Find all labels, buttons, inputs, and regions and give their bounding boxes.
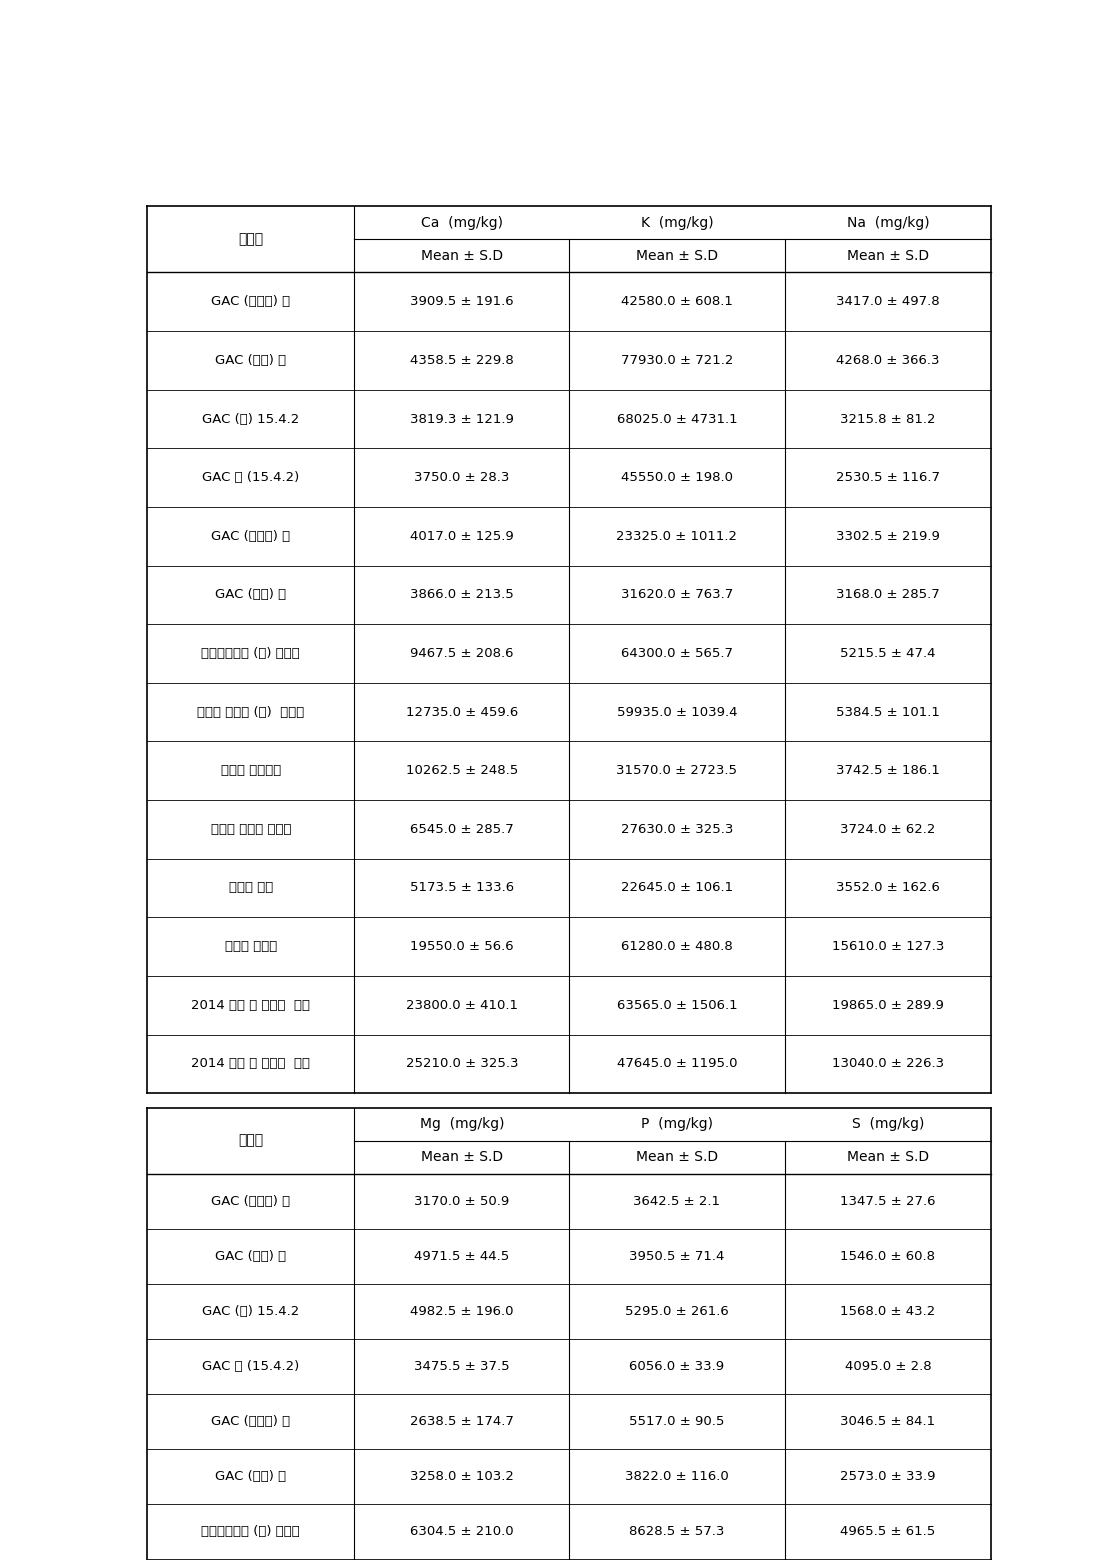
Text: 77930.0 ± 721.2: 77930.0 ± 721.2 [621, 354, 733, 367]
Text: 13040.0 ± 226.3: 13040.0 ± 226.3 [832, 1058, 944, 1070]
Text: 3642.5 ± 2.1: 3642.5 ± 2.1 [633, 1195, 720, 1207]
Text: Mean ± S.D: Mean ± S.D [421, 250, 503, 264]
Text: 68025.0 ± 4731.1: 68025.0 ± 4731.1 [617, 412, 738, 426]
Text: 4965.5 ± 61.5: 4965.5 ± 61.5 [840, 1524, 935, 1538]
Text: GAC 속 (15.4.2): GAC 속 (15.4.2) [202, 471, 300, 484]
Text: 2014 카둔 잎 개화전  제주: 2014 카둔 잎 개화전 제주 [191, 1058, 310, 1070]
Text: 31620.0 ± 763.7: 31620.0 ± 763.7 [621, 588, 733, 602]
Text: 22645.0 ± 106.1: 22645.0 ± 106.1 [621, 881, 733, 894]
Text: 3750.0 ± 28.3: 3750.0 ± 28.3 [414, 471, 510, 484]
Text: 3168.0 ± 285.7: 3168.0 ± 285.7 [837, 588, 940, 602]
Text: 5173.5 ± 133.6: 5173.5 ± 133.6 [410, 881, 514, 894]
Text: GAC (익음) 겉: GAC (익음) 겉 [216, 354, 287, 367]
Text: 시료명: 시료명 [238, 1134, 263, 1148]
Text: 61280.0 ± 480.8: 61280.0 ± 480.8 [621, 941, 733, 953]
Text: 31570.0 ± 2723.5: 31570.0 ± 2723.5 [617, 764, 738, 777]
Text: 45550.0 ± 198.0: 45550.0 ± 198.0 [621, 471, 733, 484]
Text: 8628.5 ± 57.3: 8628.5 ± 57.3 [629, 1524, 724, 1538]
Text: GAC 속 (15.4.2): GAC 속 (15.4.2) [202, 1360, 300, 1373]
Text: 5295.0 ± 261.6: 5295.0 ± 261.6 [625, 1304, 729, 1318]
Text: GAC (겉) 15.4.2: GAC (겉) 15.4.2 [202, 1304, 300, 1318]
Text: Mean ± S.D: Mean ± S.D [847, 1150, 929, 1164]
Text: 인디언시금치 (청) 강원도: 인디언시금치 (청) 강원도 [201, 647, 300, 660]
Text: 강원도 청오크라: 강원도 청오크라 [221, 764, 281, 777]
Text: 3724.0 ± 62.2: 3724.0 ± 62.2 [840, 822, 935, 836]
Text: GAC (안익음) 속: GAC (안익음) 속 [211, 530, 290, 543]
Text: Na  (mg/kg): Na (mg/kg) [847, 215, 929, 229]
Text: 2638.5 ± 174.7: 2638.5 ± 174.7 [410, 1415, 513, 1427]
Text: 19865.0 ± 289.9: 19865.0 ± 289.9 [832, 998, 944, 1012]
Text: 강원도 롱빈: 강원도 롱빈 [229, 881, 273, 894]
Text: 3819.3 ± 121.9: 3819.3 ± 121.9 [410, 412, 513, 426]
Text: 3302.5 ± 219.9: 3302.5 ± 219.9 [835, 530, 940, 543]
Text: 인디언시금치 (청) 강원도: 인디언시금치 (청) 강원도 [201, 1524, 300, 1538]
Text: S  (mg/kg): S (mg/kg) [852, 1117, 924, 1131]
Text: 6545.0 ± 285.7: 6545.0 ± 285.7 [410, 822, 513, 836]
Text: 3909.5 ± 191.6: 3909.5 ± 191.6 [410, 295, 513, 309]
Text: GAC (익음) 속: GAC (익음) 속 [216, 1470, 287, 1482]
Text: GAC (안익음) 속: GAC (안익음) 속 [211, 1415, 290, 1427]
Text: 3866.0 ± 213.5: 3866.0 ± 213.5 [410, 588, 513, 602]
Text: 5215.5 ± 47.4: 5215.5 ± 47.4 [840, 647, 935, 660]
Text: 3170.0 ± 50.9: 3170.0 ± 50.9 [414, 1195, 510, 1207]
Text: GAC (안익음) 겉: GAC (안익음) 겉 [211, 295, 290, 309]
Text: K  (mg/kg): K (mg/kg) [641, 215, 713, 229]
Text: 23800.0 ± 410.1: 23800.0 ± 410.1 [406, 998, 518, 1012]
Text: Mean ± S.D: Mean ± S.D [635, 1150, 718, 1164]
Text: Ca  (mg/kg): Ca (mg/kg) [421, 215, 503, 229]
Text: P  (mg/kg): P (mg/kg) [641, 1117, 713, 1131]
Text: 시료명: 시료명 [238, 232, 263, 246]
Text: 3822.0 ± 116.0: 3822.0 ± 116.0 [625, 1470, 729, 1482]
Text: 6304.5 ± 210.0: 6304.5 ± 210.0 [410, 1524, 513, 1538]
Text: 4358.5 ± 229.8: 4358.5 ± 229.8 [410, 354, 513, 367]
Text: 27630.0 ± 325.3: 27630.0 ± 325.3 [621, 822, 733, 836]
Text: 1347.5 ± 27.6: 1347.5 ± 27.6 [840, 1195, 935, 1207]
Text: 3552.0 ± 162.6: 3552.0 ± 162.6 [835, 881, 940, 894]
Text: 인디안 시금치 (적)  강원도: 인디안 시금치 (적) 강원도 [198, 705, 304, 719]
Text: 10262.5 ± 248.5: 10262.5 ± 248.5 [406, 764, 518, 777]
Text: 6056.0 ± 33.9: 6056.0 ± 33.9 [630, 1360, 724, 1373]
Text: 2573.0 ± 33.9: 2573.0 ± 33.9 [840, 1470, 935, 1482]
Text: 1568.0 ± 43.2: 1568.0 ± 43.2 [840, 1304, 935, 1318]
Text: 42580.0 ± 608.1: 42580.0 ± 608.1 [621, 295, 733, 309]
Text: 4971.5 ± 44.5: 4971.5 ± 44.5 [414, 1250, 510, 1262]
Text: GAC (익음) 속: GAC (익음) 속 [216, 588, 287, 602]
Text: 25210.0 ± 325.3: 25210.0 ± 325.3 [406, 1058, 518, 1070]
Text: 4095.0 ± 2.8: 4095.0 ± 2.8 [844, 1360, 931, 1373]
Text: 12735.0 ± 459.6: 12735.0 ± 459.6 [406, 705, 518, 719]
Text: Mean ± S.D: Mean ± S.D [847, 250, 929, 264]
Text: 2014 카둔 잎 개화후  제주: 2014 카둔 잎 개화후 제주 [191, 998, 310, 1012]
Text: 지팡이 강낭콩 강원도: 지팡이 강낭콩 강원도 [211, 822, 291, 836]
Text: 4017.0 ± 125.9: 4017.0 ± 125.9 [410, 530, 513, 543]
Text: 5384.5 ± 101.1: 5384.5 ± 101.1 [835, 705, 940, 719]
Text: GAC (안익음) 겉: GAC (안익음) 겉 [211, 1195, 290, 1207]
Text: 47645.0 ± 1195.0: 47645.0 ± 1195.0 [617, 1058, 738, 1070]
Text: Mean ± S.D: Mean ± S.D [635, 250, 718, 264]
Text: Mg  (mg/kg): Mg (mg/kg) [420, 1117, 504, 1131]
Text: GAC (겉) 15.4.2: GAC (겉) 15.4.2 [202, 412, 300, 426]
Text: GAC (익음) 겉: GAC (익음) 겉 [216, 1250, 287, 1262]
Text: 3950.5 ± 71.4: 3950.5 ± 71.4 [629, 1250, 724, 1262]
Text: 3258.0 ± 103.2: 3258.0 ± 103.2 [410, 1470, 513, 1482]
Text: 4982.5 ± 196.0: 4982.5 ± 196.0 [410, 1304, 513, 1318]
Text: 63565.0 ± 1506.1: 63565.0 ± 1506.1 [617, 998, 738, 1012]
Text: 64300.0 ± 565.7: 64300.0 ± 565.7 [621, 647, 733, 660]
Text: 4268.0 ± 366.3: 4268.0 ± 366.3 [837, 354, 940, 367]
Text: 2530.5 ± 116.7: 2530.5 ± 116.7 [835, 471, 940, 484]
Text: 3046.5 ± 84.1: 3046.5 ± 84.1 [840, 1415, 935, 1427]
Text: 3742.5 ± 186.1: 3742.5 ± 186.1 [835, 764, 940, 777]
Text: 15610.0 ± 127.3: 15610.0 ± 127.3 [832, 941, 944, 953]
Text: 23325.0 ± 1011.2: 23325.0 ± 1011.2 [617, 530, 738, 543]
Text: 5517.0 ± 90.5: 5517.0 ± 90.5 [629, 1415, 724, 1427]
Text: 59935.0 ± 1039.4: 59935.0 ± 1039.4 [617, 705, 738, 719]
Text: 9467.5 ± 208.6: 9467.5 ± 208.6 [410, 647, 513, 660]
Text: Mean ± S.D: Mean ± S.D [421, 1150, 503, 1164]
Text: 3417.0 ± 497.8: 3417.0 ± 497.8 [837, 295, 940, 309]
Text: 3475.5 ± 37.5: 3475.5 ± 37.5 [414, 1360, 510, 1373]
Text: 공심채 강원도: 공심채 강원도 [224, 941, 277, 953]
Text: 3215.8 ± 81.2: 3215.8 ± 81.2 [840, 412, 935, 426]
Text: 19550.0 ± 56.6: 19550.0 ± 56.6 [410, 941, 513, 953]
Text: 1546.0 ± 60.8: 1546.0 ± 60.8 [840, 1250, 935, 1262]
